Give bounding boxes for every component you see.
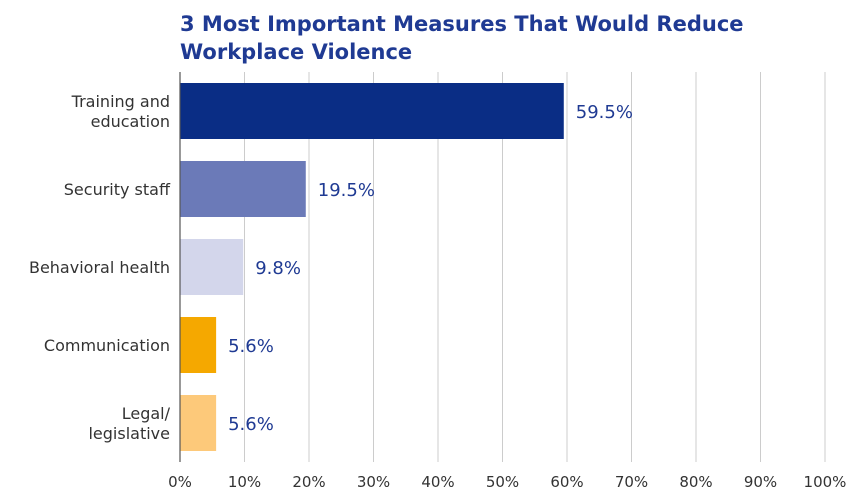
category-label-line: education [91,112,170,131]
x-tick-label: 70% [615,473,648,491]
value-label: 5.6% [228,414,274,435]
x-tick-label: 10% [228,473,261,491]
category-label: Legal/legislative [88,404,170,443]
category-label-line: Training and [71,92,170,111]
x-tick-label: 20% [292,473,325,491]
x-tick-label: 0% [168,473,192,491]
category-label-line: Behavioral health [29,258,170,277]
value-label: 59.5% [576,102,633,123]
chart-title: 3 Most Important Measures That Would Red… [180,12,744,64]
category-label: Training and education [71,92,170,131]
value-label: 5.6% [228,336,274,357]
value-label: 19.5% [318,180,375,201]
x-tick-label: 40% [421,473,454,491]
category-label-line: Legal/ [122,404,171,423]
category-label-line: legislative [88,424,170,443]
x-axis-ticks: 0% 10% 20% 30% 40% 50% 60% 70% 80% 90% 100% [168,473,846,491]
category-label-line: Security staff [64,180,171,199]
bar [180,161,306,217]
x-tick-label: 90% [744,473,777,491]
bar [180,395,217,451]
x-tick-label: 100% [804,473,847,491]
bar [180,83,564,139]
value-label: 9.8% [255,258,301,279]
category-label: Communication [44,336,170,355]
bar [180,317,217,373]
category-label: Behavioral health [29,258,170,277]
x-tick-label: 60% [550,473,583,491]
category-label-line: Communication [44,336,170,355]
bar [180,239,244,295]
category-label: Security staff [64,180,171,199]
x-tick-label: 80% [679,473,712,491]
value-labels: 59.5% 19.5% 9.8% 5.6% 5.6% [228,102,633,435]
x-tick-label: 30% [357,473,390,491]
category-labels: Training and education Security staff Behav… [29,92,171,443]
x-tick-label: 50% [486,473,519,491]
bars [180,83,564,451]
